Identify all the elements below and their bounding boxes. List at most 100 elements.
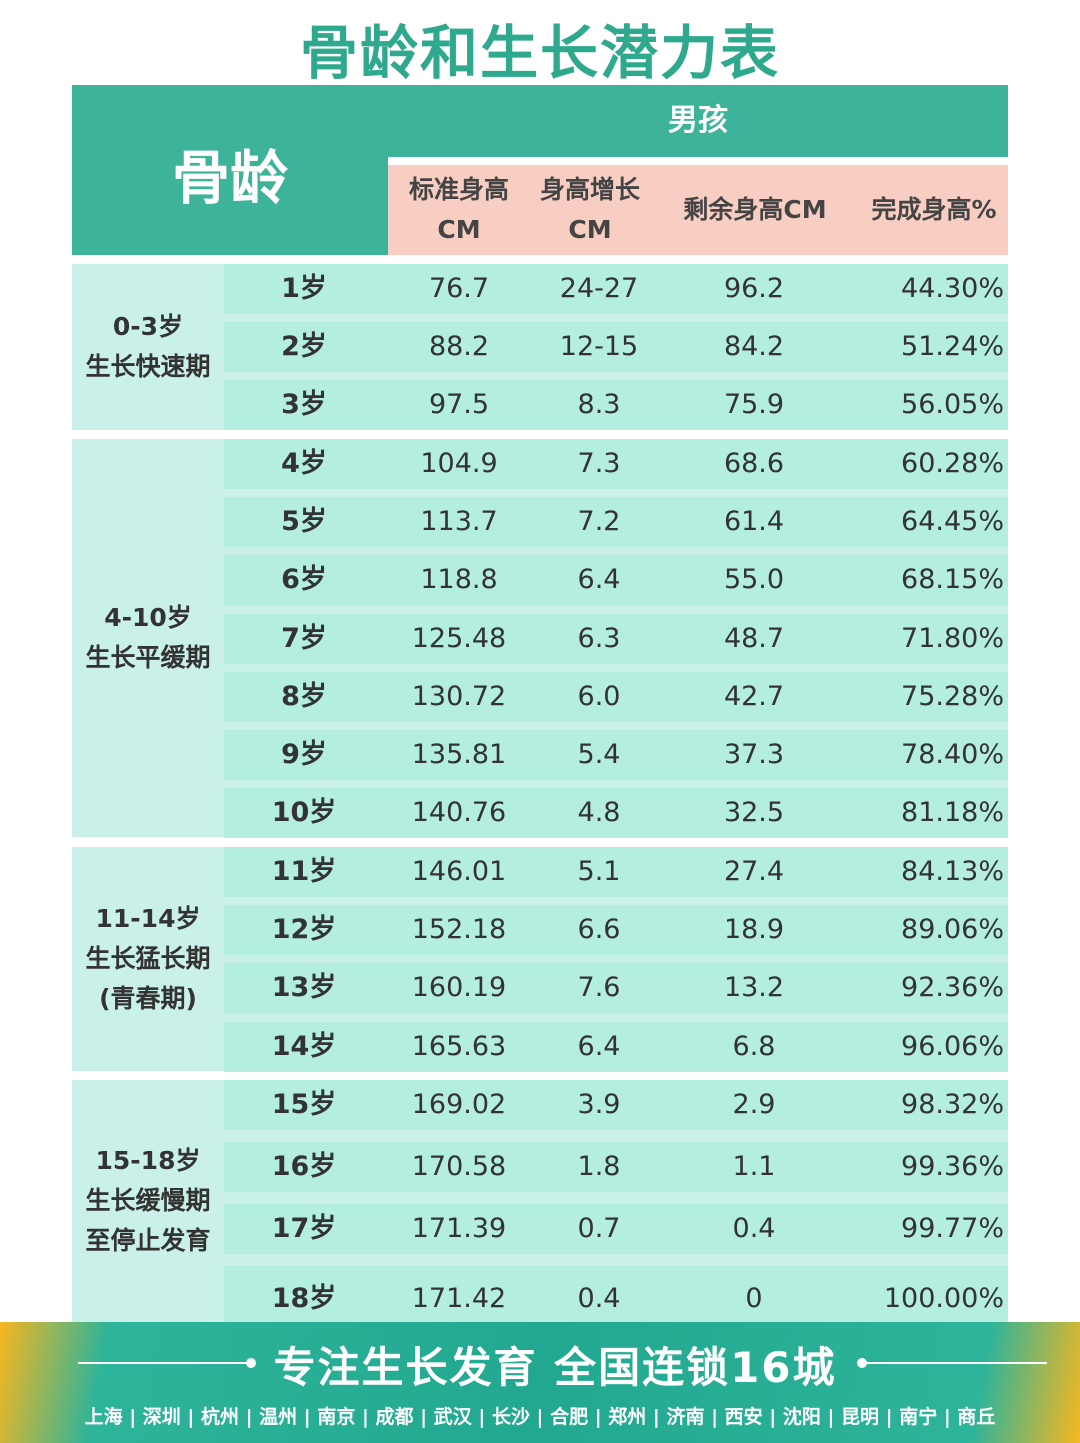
cell-completion-percent: 92.36% <box>901 972 1004 1003</box>
city-separator: | <box>937 1406 958 1428</box>
cell-remaining-height: 0.4 <box>732 1213 776 1244</box>
cell-bone-age: 17岁 <box>271 1213 337 1244</box>
cell-completion-percent: 71.80% <box>901 623 1004 654</box>
age-group-label-line: 11-14岁 <box>95 904 201 933</box>
age-group-label-line: 生长缓慢期 <box>85 1186 211 1215</box>
cell-standard-height: 171.39 <box>411 1213 507 1244</box>
cell-remaining-height: 55.0 <box>723 564 785 595</box>
cell-height-growth: 5.4 <box>577 739 621 770</box>
cell-standard-height: 170.58 <box>411 1151 507 1182</box>
cell-standard-height: 135.81 <box>411 739 507 770</box>
cell-standard-height: 140.76 <box>411 797 507 828</box>
table-row: 3岁 97.5 8.3 75.9 56.05% <box>224 380 1008 430</box>
age-group: 4-10岁 生长平缓期 4岁 104.9 7.3 68.6 60.28% 5岁 113.7 7.2… <box>72 439 1008 838</box>
table-row: 6岁 118.8 6.4 55.0 68.15% <box>224 555 1008 605</box>
cell-bone-age: 16岁 <box>271 1151 337 1182</box>
city-name: 合肥 <box>550 1406 589 1428</box>
age-group-label-line: 0-3岁 <box>112 312 184 341</box>
age-group: 15-18岁 生长缓慢期 至停止发育 15岁 169.02 3.9 2.9 98.32% 16岁… <box>72 1080 1008 1322</box>
table-row: 17岁 171.39 0.7 0.4 99.77% <box>224 1204 1008 1254</box>
city-name: 商丘 <box>957 1406 996 1428</box>
city-separator: | <box>471 1406 492 1428</box>
cell-completion-percent: 68.15% <box>901 564 1004 595</box>
city-name: 沈阳 <box>782 1406 821 1428</box>
city-name: 长沙 <box>491 1406 530 1428</box>
cell-remaining-height: 48.7 <box>723 623 785 654</box>
cell-height-growth: 6.0 <box>577 681 621 712</box>
cell-bone-age: 3岁 <box>281 389 327 420</box>
cell-remaining-height: 2.9 <box>732 1089 776 1120</box>
cell-standard-height: 130.72 <box>411 681 507 712</box>
cell-height-growth: 6.3 <box>577 623 621 654</box>
column-header-remaining-height: 剩余身高CM <box>683 195 827 224</box>
cell-completion-percent: 60.28% <box>901 448 1004 479</box>
cell-standard-height: 146.01 <box>411 856 507 887</box>
cell-completion-percent: 96.06% <box>901 1031 1004 1062</box>
cell-completion-percent: 81.18% <box>901 797 1004 828</box>
cell-bone-age: 2岁 <box>281 331 327 362</box>
cell-standard-height: 88.2 <box>428 331 490 362</box>
column-header-standard-height: 标准身高 CM <box>408 175 509 244</box>
cell-height-growth: 3.9 <box>577 1089 621 1120</box>
cell-remaining-height: 37.3 <box>723 739 785 770</box>
cell-remaining-height: 32.5 <box>723 797 785 828</box>
footer-right-line <box>862 1362 1047 1364</box>
city-name: 昆明 <box>841 1406 880 1428</box>
cell-completion-percent: 75.28% <box>901 681 1004 712</box>
cell-completion-percent: 78.40% <box>901 739 1004 770</box>
table-row: 12岁 152.18 6.6 18.9 89.06% <box>224 905 1008 955</box>
page-title: 骨龄和生长潜力表 <box>299 19 780 87</box>
cell-bone-age: 13岁 <box>271 972 337 1003</box>
cell-bone-age: 1岁 <box>281 273 327 304</box>
cell-height-growth: 6.4 <box>577 564 621 595</box>
city-name: 杭州 <box>200 1406 239 1428</box>
cell-remaining-height: 61.4 <box>723 506 785 537</box>
cell-height-growth: 7.3 <box>577 448 621 479</box>
cell-remaining-height: 42.7 <box>723 681 785 712</box>
cell-remaining-height: 1.1 <box>732 1151 776 1182</box>
header-boys: 男孩 <box>388 85 1008 157</box>
table-row: 13岁 160.19 7.6 13.2 92.36% <box>224 963 1008 1013</box>
city-separator: | <box>704 1406 725 1428</box>
city-name: 南京 <box>317 1406 356 1428</box>
city-separator: | <box>238 1406 260 1428</box>
age-group: 11-14岁 生长猛长期 (青春期) 11岁 146.01 5.1 27.4 84.13% 12… <box>72 847 1008 1072</box>
cell-standard-height: 169.02 <box>411 1089 507 1120</box>
cell-remaining-height: 68.6 <box>723 448 785 479</box>
cell-height-growth: 7.6 <box>577 972 621 1003</box>
city-name: 武汉 <box>433 1406 472 1428</box>
cell-remaining-height: 96.2 <box>723 273 785 304</box>
cell-bone-age: 11岁 <box>271 856 337 887</box>
cell-bone-age: 8岁 <box>281 681 327 712</box>
footer-slogan: 专注生长发育 全国连锁16城 <box>273 1343 837 1392</box>
city-separator: | <box>297 1406 318 1428</box>
city-separator: | <box>588 1406 609 1428</box>
footer-banner: 专注生长发育 全国连锁16城 上海 | 深圳 | 杭州 | 温州 | 南京 | … <box>0 1322 1080 1443</box>
city-separator: | <box>122 1406 143 1428</box>
age-group-label-line: 至停止发育 <box>85 1226 211 1255</box>
cell-remaining-height: 18.9 <box>723 914 785 945</box>
cell-height-growth: 6.6 <box>577 914 621 945</box>
city-name: 西安 <box>724 1406 763 1428</box>
cell-standard-height: 152.18 <box>411 914 507 945</box>
age-group-label-line: 生长平缓期 <box>85 643 211 672</box>
age-group-label-line: 生长快速期 <box>85 352 211 381</box>
cell-bone-age: 12岁 <box>271 914 337 945</box>
table-row: 11岁 146.01 5.1 27.4 84.13% <box>224 847 1008 897</box>
city-name: 温州 <box>259 1406 298 1428</box>
header-bone-age: 骨龄 <box>72 85 388 255</box>
table-row: 8岁 130.72 6.0 42.7 75.28% <box>224 672 1008 722</box>
cell-height-growth: 5.1 <box>577 856 621 887</box>
city-name: 郑州 <box>608 1406 647 1428</box>
city-name: 济南 <box>666 1406 705 1428</box>
city-separator: | <box>646 1406 667 1428</box>
cell-remaining-height: 75.9 <box>723 389 785 420</box>
table-row: 1岁 76.7 24-27 96.2 44.30% <box>224 264 1008 314</box>
table-row: 16岁 170.58 1.8 1.1 99.36% <box>224 1142 1008 1192</box>
cell-completion-percent: 99.77% <box>901 1213 1004 1244</box>
table-row: 5岁 113.7 7.2 61.4 64.45% <box>224 497 1008 547</box>
cell-completion-percent: 44.30% <box>901 273 1004 304</box>
cell-completion-percent: 84.13% <box>901 856 1004 887</box>
footer-left-dot <box>246 1358 256 1368</box>
age-group-label: 11-14岁 生长猛长期 (青春期) <box>72 847 224 1071</box>
